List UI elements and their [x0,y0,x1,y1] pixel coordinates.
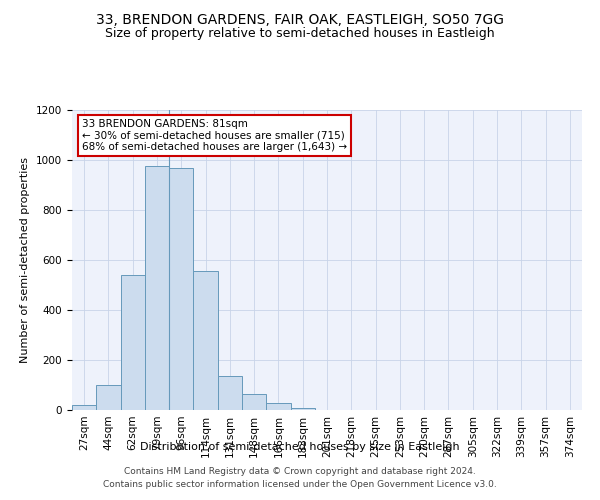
Text: Size of property relative to semi-detached houses in Eastleigh: Size of property relative to semi-detach… [105,28,495,40]
Text: Contains public sector information licensed under the Open Government Licence v3: Contains public sector information licen… [103,480,497,489]
Bar [218,376,242,410]
Bar [169,168,193,410]
Text: Distribution of semi-detached houses by size in Eastleigh: Distribution of semi-detached houses by … [140,442,460,452]
Bar [96,385,121,410]
Bar [72,405,96,410]
Bar [145,166,169,410]
Bar [290,408,315,410]
Bar [193,271,218,410]
Bar [242,394,266,410]
Text: 33, BRENDON GARDENS, FAIR OAK, EASTLEIGH, SO50 7GG: 33, BRENDON GARDENS, FAIR OAK, EASTLEIGH… [96,12,504,26]
Text: 33 BRENDON GARDENS: 81sqm
← 30% of semi-detached houses are smaller (715)
68% of: 33 BRENDON GARDENS: 81sqm ← 30% of semi-… [82,119,347,152]
Text: Contains HM Land Registry data © Crown copyright and database right 2024.: Contains HM Land Registry data © Crown c… [124,467,476,476]
Bar [121,275,145,410]
Bar [266,402,290,410]
Y-axis label: Number of semi-detached properties: Number of semi-detached properties [20,157,31,363]
